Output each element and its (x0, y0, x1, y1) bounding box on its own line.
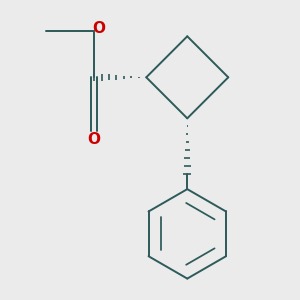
Text: O: O (92, 21, 105, 36)
Text: O: O (88, 132, 100, 147)
